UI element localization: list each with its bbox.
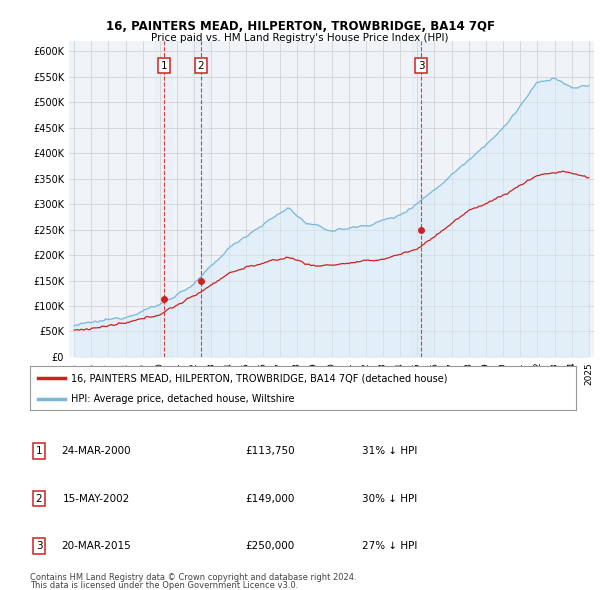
Text: 30% ↓ HPI: 30% ↓ HPI (362, 494, 418, 503)
Bar (192, 41, 209, 357)
Text: 16, PAINTERS MEAD, HILPERTON, TROWBRIDGE, BA14 7QF: 16, PAINTERS MEAD, HILPERTON, TROWBRIDGE… (106, 20, 494, 33)
Text: 1: 1 (35, 447, 43, 456)
Text: 3: 3 (35, 541, 43, 550)
Text: This data is licensed under the Open Government Licence v3.0.: This data is licensed under the Open Gov… (30, 581, 298, 590)
Text: 20-MAR-2015: 20-MAR-2015 (61, 541, 131, 550)
Text: 31% ↓ HPI: 31% ↓ HPI (362, 447, 418, 456)
Text: 3: 3 (418, 61, 424, 71)
Text: 16, PAINTERS MEAD, HILPERTON, TROWBRIDGE, BA14 7QF (detached house): 16, PAINTERS MEAD, HILPERTON, TROWBRIDGE… (71, 373, 448, 383)
Bar (155, 41, 172, 357)
Text: 2: 2 (197, 61, 204, 71)
Text: 24-MAR-2000: 24-MAR-2000 (61, 447, 131, 456)
Text: £149,000: £149,000 (245, 494, 295, 503)
Text: £113,750: £113,750 (245, 447, 295, 456)
Text: 2: 2 (35, 494, 43, 503)
Text: Price paid vs. HM Land Registry's House Price Index (HPI): Price paid vs. HM Land Registry's House … (151, 34, 449, 43)
Text: 27% ↓ HPI: 27% ↓ HPI (362, 541, 418, 550)
Text: HPI: Average price, detached house, Wiltshire: HPI: Average price, detached house, Wilt… (71, 394, 295, 404)
Text: 15-MAY-2002: 15-MAY-2002 (62, 494, 130, 503)
Text: £250,000: £250,000 (245, 541, 295, 550)
Text: Contains HM Land Registry data © Crown copyright and database right 2024.: Contains HM Land Registry data © Crown c… (30, 572, 356, 582)
Text: 1: 1 (160, 61, 167, 71)
Bar (412, 41, 430, 357)
